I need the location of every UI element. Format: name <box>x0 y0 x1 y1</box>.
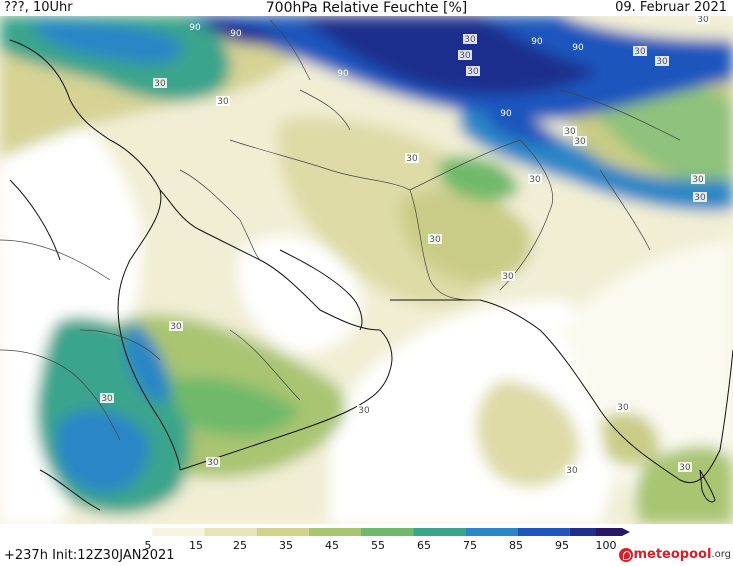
legend-tick-label: 15 <box>189 539 203 552</box>
contour-label-bg <box>501 271 515 281</box>
legend-swatch <box>204 528 257 536</box>
humidity-field <box>0 16 733 524</box>
contour-label: 30 <box>697 16 709 25</box>
contour-label: 30 <box>692 175 704 185</box>
region-label: ???, 10Uhr <box>4 0 73 15</box>
contour-label: 30 <box>566 466 578 476</box>
contour-label-bg <box>458 50 472 60</box>
contour-label-bg <box>633 46 647 56</box>
legend-swatch <box>100 528 153 536</box>
legend-tick-label: 35 <box>279 539 293 552</box>
legend-tick-label: 100 <box>596 539 617 552</box>
legend-tick-label: 45 <box>325 539 339 552</box>
meteopool-logo[interactable]: meteopool.org <box>619 544 731 566</box>
borders <box>0 19 681 441</box>
contour-label: 30 <box>529 175 541 185</box>
contour-label-bg <box>693 192 707 202</box>
contour-label: 30 <box>358 406 370 416</box>
contour-label-bg <box>565 465 579 475</box>
contour-label-bg <box>153 78 167 88</box>
contour-label-bg <box>616 402 630 412</box>
contour-label-bg <box>691 174 705 184</box>
contour-label: 90 <box>531 37 543 47</box>
contour-label: 30 <box>679 463 691 473</box>
contour-label: 90 <box>337 69 349 79</box>
contour-label-bg <box>169 321 183 331</box>
legend-swatch <box>152 528 205 536</box>
contour-label: 30 <box>170 322 182 332</box>
legend-arrow <box>622 528 630 536</box>
contour-label: 90 <box>500 109 512 119</box>
contour-label: 30 <box>154 79 166 89</box>
legend-tick-label: 25 <box>233 539 247 552</box>
legend-tick-label: 75 <box>463 539 477 552</box>
contour-label-bg <box>563 126 577 136</box>
contour-label: 30 <box>429 235 441 245</box>
contour-label-bg <box>528 174 542 184</box>
contour-label: 30 <box>574 137 586 147</box>
legend-swatch <box>595 528 622 536</box>
contour-label-bg <box>573 136 587 146</box>
logo-tld-text: .org <box>711 549 731 560</box>
legend-swatch <box>517 528 570 536</box>
contour-label-bg <box>206 457 220 467</box>
contour-label-bg <box>678 462 692 472</box>
contour-label-bg <box>463 34 477 44</box>
contour-label: 30 <box>217 97 229 107</box>
legend-swatch <box>308 528 361 536</box>
valid-date: 09. Februar 2021 <box>615 0 727 15</box>
coastlines <box>9 39 733 511</box>
footer-bar: 5 15 25 35 45 55 65 75 85 95 100 +237h Init:12Z30J… <box>0 524 733 566</box>
run-info: +237h Init:12Z30JAN2021 <box>4 548 175 563</box>
legend-swatch <box>413 528 466 536</box>
contour-label: 30 <box>564 127 576 137</box>
contour-label-bg <box>405 153 419 163</box>
contour-label-bg <box>216 96 230 106</box>
legend-tick-label: 55 <box>371 539 385 552</box>
contour-label: 30 <box>617 403 629 413</box>
legend-tick-label: 95 <box>555 539 569 552</box>
legend-swatch <box>465 528 518 536</box>
map-pin-icon <box>619 547 634 562</box>
legend-swatch <box>256 528 309 536</box>
legend-swatch <box>361 528 414 536</box>
contour-label: 30 <box>634 47 646 57</box>
logo-main-text: meteopool <box>633 547 712 562</box>
contour-label: 30 <box>467 67 479 77</box>
contour-label: 30 <box>502 272 514 282</box>
contour-label: 30 <box>406 154 418 164</box>
legend-tick-label: 5 <box>145 539 152 552</box>
contour-label: 30 <box>459 51 471 61</box>
contour-label-bg <box>100 393 114 403</box>
legend-tick-label: 65 <box>417 539 431 552</box>
contour-label-bg <box>655 56 669 66</box>
map-title: 700hPa Relative Feuchte [%] <box>265 0 468 16</box>
contour-label: 30 <box>101 394 113 404</box>
color-legend: 5 15 25 35 45 55 65 75 85 95 100 <box>100 528 630 552</box>
legend-tick-label: 85 <box>509 539 523 552</box>
contour-label-bg <box>696 16 710 24</box>
contour-label: 90 <box>230 29 242 39</box>
contour-label-bg <box>428 234 442 244</box>
contour-label-bg <box>357 405 371 415</box>
contour-label: 30 <box>656 57 668 67</box>
contour-label: 90 <box>572 43 584 53</box>
contour-label: 30 <box>694 193 706 203</box>
contour-label: 30 <box>464 35 476 45</box>
contour-label: 90 <box>189 23 201 33</box>
contour-label-bg <box>466 66 480 76</box>
contour-label: 30 <box>207 458 219 468</box>
